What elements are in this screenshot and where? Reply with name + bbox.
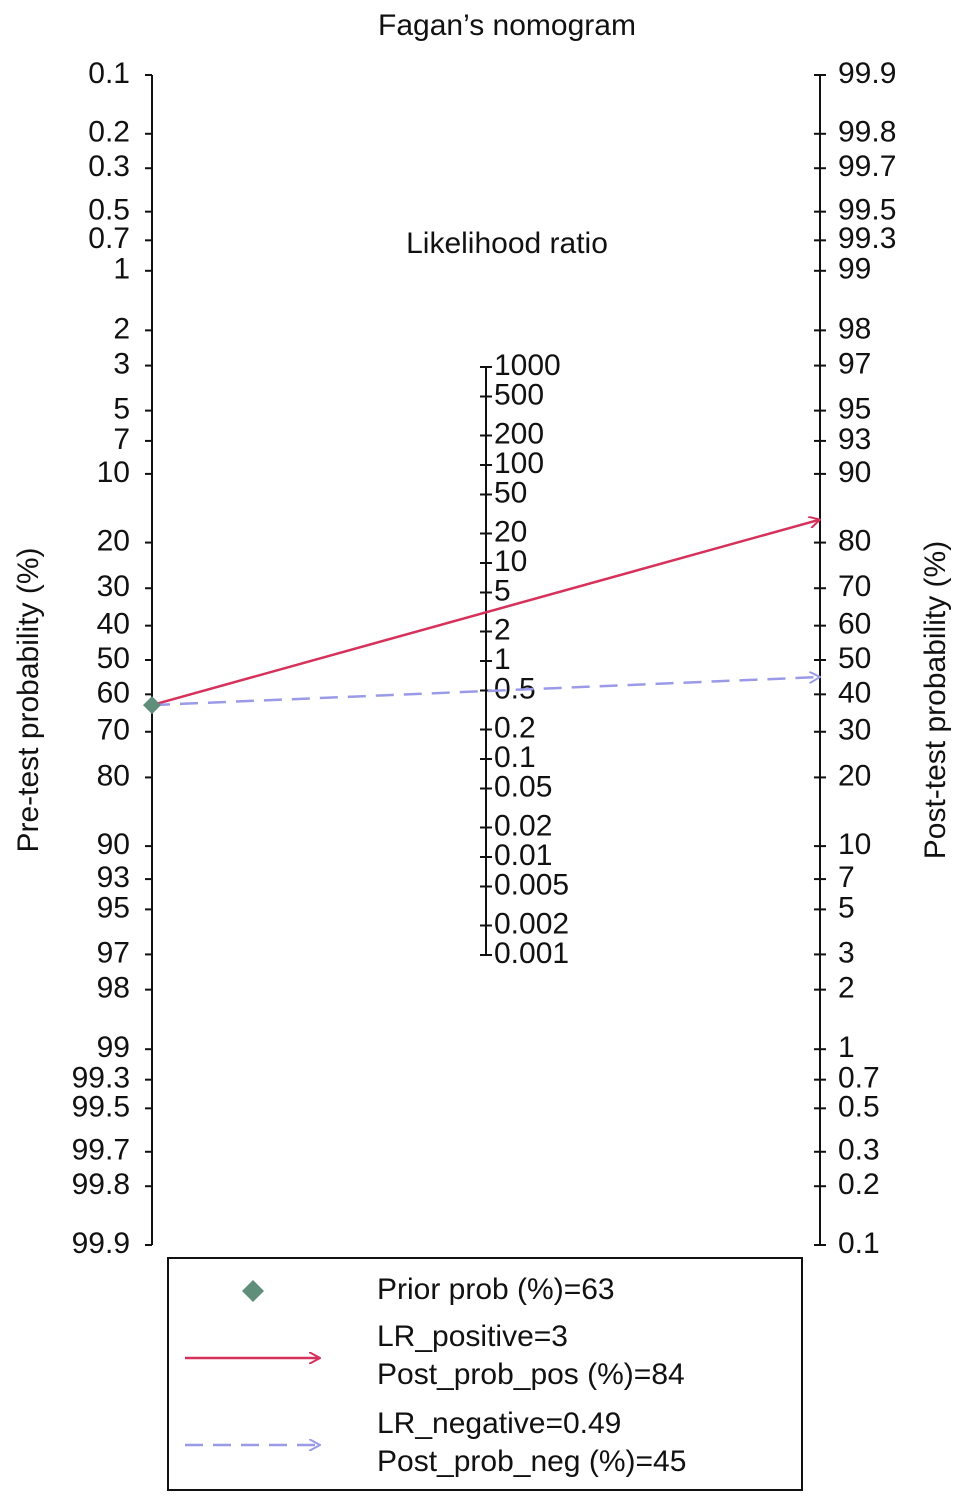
tick-label: 20 xyxy=(494,515,527,548)
tick-label: 40 xyxy=(97,608,130,641)
tick-label: 93 xyxy=(838,423,871,456)
tick-label: 90 xyxy=(97,828,130,861)
tick-label: 50 xyxy=(97,642,130,675)
tick-label: 7 xyxy=(113,423,130,456)
tick-label: 30 xyxy=(838,714,871,747)
tick-label: 0.05 xyxy=(494,770,552,803)
tick-label: 99.5 xyxy=(72,1090,130,1123)
prior-marker xyxy=(242,1280,264,1302)
tick-label: 3 xyxy=(113,347,130,380)
tick-label: 10 xyxy=(838,828,871,861)
legend-label: Prior prob (%)=63 xyxy=(377,1273,615,1306)
tick-label: 2 xyxy=(494,613,511,646)
tick-label: 40 xyxy=(838,676,871,709)
legend-box xyxy=(167,1257,803,1491)
tick-label: 0.2 xyxy=(88,116,130,149)
tick-label: 1 xyxy=(494,643,511,676)
tick-label: 0.5 xyxy=(88,194,130,227)
tick-label: 95 xyxy=(838,393,871,426)
tick-label: 99.9 xyxy=(72,1227,130,1260)
tick-label: 30 xyxy=(97,570,130,603)
tick-label: 98 xyxy=(838,312,871,345)
tick-label: 97 xyxy=(838,347,871,380)
middle-axis-label: Likelihood ratio xyxy=(406,227,608,260)
tick-label: 99.3 xyxy=(72,1062,130,1095)
tick-label: 20 xyxy=(97,525,130,558)
tick-label: 99.3 xyxy=(838,222,896,255)
tick-label: 3 xyxy=(838,936,855,969)
tick-label: 60 xyxy=(97,676,130,709)
tick-label: 7 xyxy=(838,861,855,894)
tick-label: 0.3 xyxy=(88,150,130,183)
tick-label: 99 xyxy=(838,253,871,286)
tick-label: 0.005 xyxy=(494,868,569,901)
tick-label: 80 xyxy=(97,759,130,792)
tick-label: 93 xyxy=(97,861,130,894)
tick-label: 0.3 xyxy=(838,1134,880,1167)
left-axis-label: Pre-test probability (%) xyxy=(12,547,45,852)
tick-label: 0.001 xyxy=(494,937,569,970)
right-axis-label: Post-test probability (%) xyxy=(919,541,952,859)
tick-label: 95 xyxy=(97,891,130,924)
tick-label: 0.2 xyxy=(494,711,536,744)
prior-marker xyxy=(143,696,161,715)
tick-label: 99 xyxy=(97,1031,130,1064)
tick-label: 0.002 xyxy=(494,907,569,940)
probability-line xyxy=(151,520,820,707)
tick-label: 0.01 xyxy=(494,839,552,872)
tick-label: 1000 xyxy=(494,349,561,382)
tick-label: 5 xyxy=(494,574,511,607)
tick-label: 99.5 xyxy=(838,194,896,227)
tick-label: 1 xyxy=(838,1031,855,1064)
tick-label: 0.1 xyxy=(88,57,130,90)
tick-label: 0.02 xyxy=(494,809,552,842)
tick-label: 200 xyxy=(494,417,544,450)
tick-label: 1 xyxy=(113,253,130,286)
tick-label: 98 xyxy=(97,972,130,1005)
tick-label: 0.2 xyxy=(838,1168,880,1201)
legend-label: LR_positive=3 xyxy=(377,1320,568,1353)
tick-label: 20 xyxy=(838,759,871,792)
tick-label: 80 xyxy=(838,525,871,558)
tick-label: 2 xyxy=(838,972,855,1005)
tick-label: 0.7 xyxy=(88,222,130,255)
tick-label: 99.8 xyxy=(72,1168,130,1201)
tick-label: 70 xyxy=(838,570,871,603)
tick-label: 70 xyxy=(97,714,130,747)
tick-label: 50 xyxy=(494,476,527,509)
tick-label: 90 xyxy=(838,456,871,489)
tick-label: 0.7 xyxy=(838,1062,880,1095)
tick-label: 0.1 xyxy=(494,741,536,774)
tick-label: 100 xyxy=(494,447,544,480)
tick-label: 2 xyxy=(113,312,130,345)
tick-label: 5 xyxy=(838,891,855,924)
tick-label: 99.9 xyxy=(838,57,896,90)
tick-label: 99.7 xyxy=(838,150,896,183)
legend-label: LR_negative=0.49 xyxy=(377,1407,621,1440)
legend-label: Post_prob_pos (%)=84 xyxy=(377,1358,685,1391)
legend-label: Post_prob_neg (%)=45 xyxy=(377,1445,686,1478)
tick-label: 97 xyxy=(97,936,130,969)
tick-label: 10 xyxy=(494,545,527,578)
chart-title: Fagan’s nomogram xyxy=(378,9,636,42)
tick-label: 99.7 xyxy=(72,1134,130,1167)
tick-label: 5 xyxy=(113,393,130,426)
tick-label: 500 xyxy=(494,378,544,411)
tick-label: 0.1 xyxy=(838,1227,880,1260)
tick-label: 50 xyxy=(838,642,871,675)
tick-label: 99.8 xyxy=(838,116,896,149)
tick-label: 60 xyxy=(838,608,871,641)
tick-label: 0.5 xyxy=(838,1090,880,1123)
tick-label: 10 xyxy=(97,456,130,489)
